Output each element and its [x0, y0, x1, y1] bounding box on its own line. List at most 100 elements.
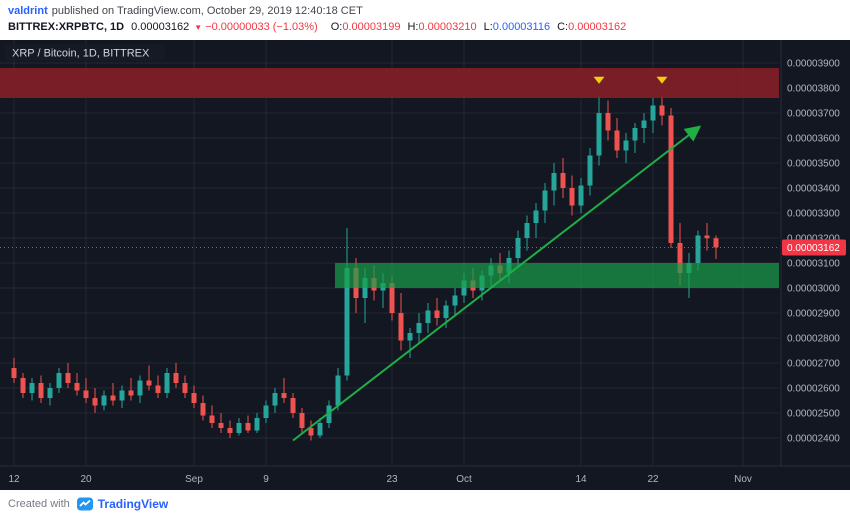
candle-body [245, 423, 251, 431]
published-text: published on TradingView.com, October 29… [51, 5, 363, 17]
candle-body [560, 173, 566, 188]
candle-body [569, 188, 575, 206]
trendline-arrow[interactable] [292, 125, 702, 442]
chart-svg[interactable]: XRP / Bitcoin, 1D, BITTREX 0.000039000.0… [0, 40, 850, 490]
candle-body [677, 243, 683, 273]
close-value: 0.00003162 [568, 21, 627, 33]
time-tick-label: 12 [8, 474, 20, 485]
last-price-axis-text: 0.00003162 [787, 243, 840, 254]
time-tick-label: Sep [185, 474, 203, 485]
candle-body [110, 395, 116, 401]
price-tick-label: 0.00002900 [787, 309, 840, 320]
legend-group: XRP / Bitcoin, 1D, BITTREX [5, 44, 165, 61]
candle-body [515, 238, 521, 258]
candle-body [344, 268, 350, 376]
tradingview-logo-icon[interactable] [76, 495, 94, 513]
candle-body [542, 190, 548, 211]
symbol-title[interactable]: BITTREX:XRPBTC, 1D [8, 21, 125, 33]
candle-body [65, 373, 71, 383]
footer: Created with TradingView [0, 490, 850, 517]
candle-body [641, 120, 647, 128]
candle-body [407, 333, 413, 341]
candle-body [398, 313, 404, 341]
candle-body [443, 305, 449, 318]
candle-body [659, 105, 665, 116]
publish-line: valdrint published on TradingView.com, Oc… [8, 4, 842, 19]
candle-body [254, 418, 260, 431]
tradingview-brand[interactable]: TradingView [97, 496, 169, 511]
time-tick-label: 14 [575, 474, 587, 485]
candle-body [596, 113, 602, 156]
candle-body [74, 383, 80, 391]
price-tick-label: 0.00003600 [787, 134, 840, 145]
candle-body [119, 390, 125, 401]
price-tick-label: 0.00003800 [787, 84, 840, 95]
created-with-text: Created with [8, 497, 70, 510]
candle-body [38, 383, 44, 398]
candle-body [623, 140, 629, 151]
header: valdrint published on TradingView.com, Oc… [0, 0, 850, 40]
candle-body [587, 155, 593, 186]
price-tick-label: 0.00002800 [787, 334, 840, 345]
candle-body [20, 378, 26, 393]
candle-body [650, 105, 656, 121]
candle-body [83, 390, 89, 398]
time-tick-label: 9 [263, 474, 269, 485]
candle-body [101, 395, 107, 406]
candle-body [632, 128, 638, 141]
chart-legend[interactable]: XRP / Bitcoin, 1D, BITTREX [12, 48, 150, 60]
candle-body [146, 380, 152, 386]
grid-layer [0, 40, 779, 466]
candle-body [281, 393, 287, 398]
candle-body [137, 380, 143, 396]
candle-body [605, 113, 611, 131]
candle-body [182, 383, 188, 393]
time-tick-label: Oct [456, 474, 472, 485]
support-zone[interactable] [335, 263, 779, 288]
candle-body [200, 403, 206, 416]
axis-layer: 0.00003900 0.00003800 0.00003700 0.00003600… [0, 40, 850, 485]
candle-body [704, 235, 710, 239]
candle-body [578, 185, 584, 206]
price-tick-label: 0.00003300 [787, 209, 840, 220]
candle-body [308, 428, 314, 436]
candle-body [29, 383, 35, 393]
close-readout: C:0.00003162 [557, 19, 626, 36]
resistance-zone[interactable] [0, 68, 779, 98]
high-label: H: [407, 21, 419, 33]
candle-body [209, 415, 215, 423]
price-tick-label: 0.00003000 [787, 284, 840, 295]
low-value: 0.00003116 [492, 21, 551, 33]
time-tick-label: Nov [734, 474, 752, 485]
high-readout: H:0.00003210 [407, 19, 476, 36]
candle-body [92, 398, 98, 406]
candle-body [290, 398, 296, 413]
chart-area[interactable]: XRP / Bitcoin, 1D, BITTREX 0.00003900 0.0… [0, 40, 850, 490]
price-tick-label: 0.00003500 [787, 159, 840, 170]
candle-body [47, 388, 53, 398]
legend-chip [5, 44, 165, 61]
zones-layer [0, 68, 779, 288]
price-tick-label: 0.00002400 [787, 434, 840, 445]
marker-triangle-down-icon[interactable] [656, 76, 668, 84]
candle-body [425, 310, 431, 323]
candle-body [713, 238, 719, 248]
author-link[interactable]: valdrint [8, 5, 48, 17]
price-tick-label: 0.00002700 [787, 359, 840, 370]
high-value: 0.00003210 [418, 21, 477, 33]
candle-body [614, 130, 620, 151]
candle-body [227, 428, 233, 433]
price-tick-label: 0.00002600 [787, 384, 840, 395]
candle-body [452, 295, 458, 306]
marker-triangle-down-icon[interactable] [593, 76, 605, 84]
candle-body [416, 323, 422, 333]
price-down-triangle-icon: ▼ [194, 22, 203, 32]
candle-body [263, 405, 269, 418]
candle-body [524, 223, 530, 238]
price-tick-label: 0.00003700 [787, 109, 840, 120]
candle-body [326, 405, 332, 423]
candle-body [695, 235, 701, 263]
time-tick-label: 20 [80, 474, 92, 485]
candle-body [11, 368, 17, 378]
low-readout: L:0.00003116 [484, 19, 551, 36]
